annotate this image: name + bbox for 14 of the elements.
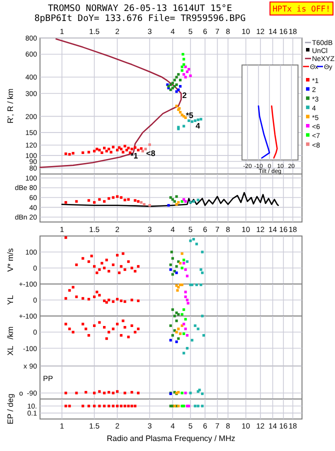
y-axis-title: EP / deg [6, 394, 15, 424]
annotation: <8 [146, 149, 156, 158]
annotation: *1 [130, 151, 139, 160]
x-axis-title: Radio and Plasma Frequency / MHz [106, 434, 236, 443]
annotation: 4 [196, 121, 201, 130]
annotation: 2 [182, 90, 188, 100]
y-axis-title: XL /km [6, 326, 15, 356]
chart-subtitle: 8pBP6It DoY= 133.676 File= TR959596.BPG [34, 14, 246, 24]
chart-title: TROMSO NORWAY 26-05-13 1614UT 15°E [48, 4, 232, 14]
annotation: *5 [186, 110, 194, 120]
y-axis-title: R', R / km [6, 88, 15, 124]
y-axis-title: YL [6, 294, 15, 305]
y-axis-title: V* m/s [6, 248, 15, 272]
text: HPTx is OFF! [272, 4, 330, 14]
